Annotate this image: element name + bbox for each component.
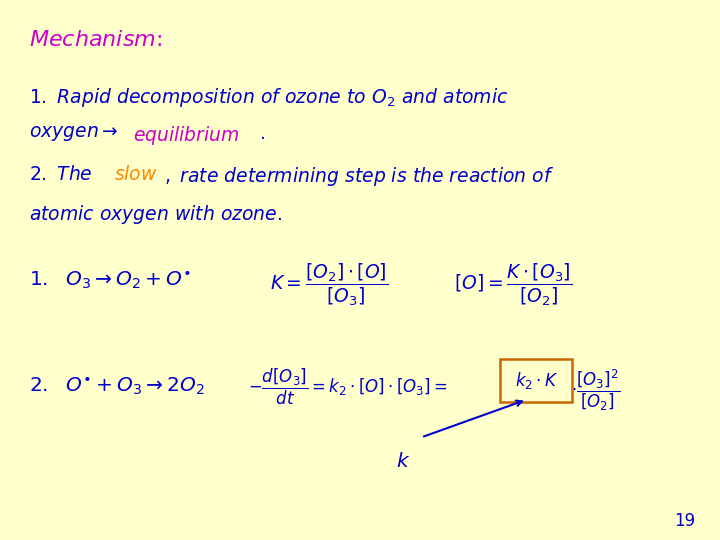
Text: $\mathit{1.\ Rapid\ decomposition\ of\ ozone\ to\ O_2\ and\ atomic}$: $\mathit{1.\ Rapid\ decomposition\ of\ o… — [29, 86, 508, 110]
Text: $K = \dfrac{[O_2]\cdot[O]}{[O_3]}$: $K = \dfrac{[O_2]\cdot[O]}{[O_3]}$ — [270, 262, 388, 308]
Text: $[O]= \dfrac{K\cdot[O_3]}{[O_2]}$: $[O]= \dfrac{K\cdot[O_3]}{[O_2]}$ — [454, 262, 572, 308]
Text: $\mathit{,\ rate\ determining\ step\ is\ the\ reaction\ of}$: $\mathit{,\ rate\ determining\ step\ is\… — [164, 165, 554, 188]
Text: $2.\ \ O^{\bullet} + O_3 \rightarrow 2O_2$: $2.\ \ O^{\bullet} + O_3 \rightarrow 2O_… — [29, 375, 204, 396]
Text: $k_2 \cdot K$: $k_2 \cdot K$ — [515, 370, 558, 391]
Text: $\mathit{2.\ The\ }$: $\mathit{2.\ The\ }$ — [29, 165, 92, 184]
Text: $\mathit{Mechanism}$:: $\mathit{Mechanism}$: — [29, 30, 162, 50]
Text: 19: 19 — [674, 512, 695, 530]
Text: $k$: $k$ — [396, 452, 410, 471]
Text: $\mathit{oxygen} \rightarrow$: $\mathit{oxygen} \rightarrow$ — [29, 124, 118, 143]
Text: $\mathit{equilibrium}$: $\mathit{equilibrium}$ — [133, 124, 240, 147]
Text: $\mathit{slow}$: $\mathit{slow}$ — [114, 165, 158, 184]
Text: $\cdot\dfrac{[O_3]^2}{[O_2]}$: $\cdot\dfrac{[O_3]^2}{[O_2]}$ — [571, 367, 621, 413]
Text: $\mathit{atomic\ oxygen\ with\ ozone.}$: $\mathit{atomic\ oxygen\ with\ ozone.}$ — [29, 202, 282, 226]
Text: $-\dfrac{d[O_3]}{dt} = k_2\cdot[O]\cdot[O_3]=$: $-\dfrac{d[O_3]}{dt} = k_2\cdot[O]\cdot[… — [248, 367, 448, 407]
Text: $\mathit{.}$: $\mathit{.}$ — [259, 124, 265, 143]
Text: $1.\ \ O_3 \rightarrow O_2 + O^{\bullet}$: $1.\ \ O_3 \rightarrow O_2 + O^{\bullet}… — [29, 270, 191, 291]
FancyBboxPatch shape — [500, 359, 572, 402]
